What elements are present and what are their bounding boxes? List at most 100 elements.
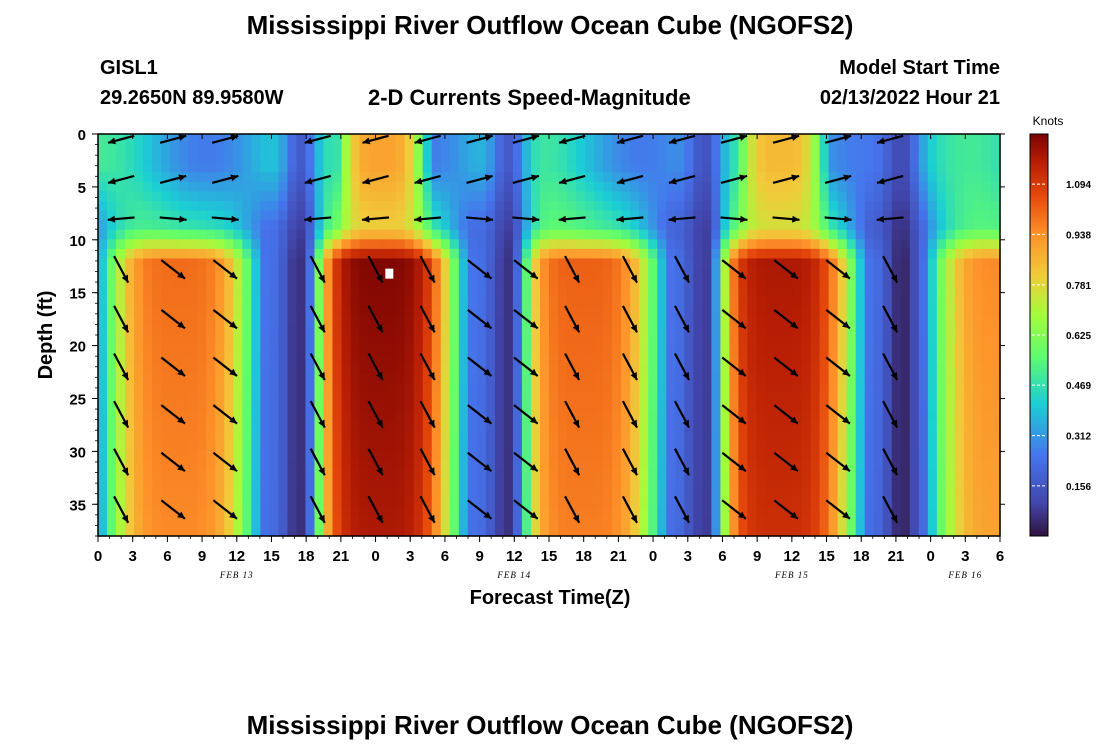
heatmap-cell	[413, 488, 424, 499]
heatmap-cell	[251, 201, 261, 212]
heatmap-cell	[675, 363, 685, 374]
heatmap-cell	[648, 354, 658, 365]
heatmap-cell	[161, 268, 171, 279]
heatmap-cell	[684, 430, 694, 441]
heatmap-cell	[558, 162, 568, 173]
heatmap-cell	[792, 239, 803, 250]
heatmap-cell	[179, 440, 189, 451]
heatmap-cell	[305, 363, 316, 374]
heatmap-cell	[567, 363, 577, 374]
heatmap-cell	[918, 268, 929, 279]
heatmap-cell	[413, 248, 424, 260]
heatmap-cell	[98, 277, 108, 288]
heatmap-cell	[864, 268, 875, 279]
heatmap-cell	[512, 287, 523, 298]
heatmap-cell	[819, 134, 830, 145]
heatmap-cell	[269, 201, 279, 212]
heatmap-cell	[395, 210, 406, 221]
current-vector	[160, 499, 186, 520]
heatmap-cell	[945, 373, 956, 384]
heatmap-cell	[936, 421, 947, 432]
heatmap-cell	[134, 402, 144, 413]
heatmap-cell	[224, 382, 234, 394]
heatmap-cell	[494, 162, 505, 173]
heatmap-cell	[612, 497, 622, 508]
heatmap-cell	[990, 325, 1001, 336]
current-vector	[107, 134, 135, 145]
heatmap-cell	[693, 392, 703, 403]
heatmap-cell	[810, 335, 821, 346]
heatmap-cell	[576, 210, 586, 221]
x-tick-label: 12	[784, 548, 801, 565]
heatmap-cell	[287, 440, 298, 451]
heatmap-cell	[98, 411, 108, 422]
heatmap-cell	[882, 411, 893, 422]
heatmap-cell	[846, 335, 857, 346]
heatmap-cell	[422, 507, 433, 518]
heatmap-cell	[936, 344, 947, 355]
heatmap-cell	[152, 392, 162, 403]
heatmap-cell	[269, 325, 279, 336]
heatmap-cell	[413, 516, 424, 528]
heatmap-cell	[819, 248, 830, 260]
heatmap-cell	[693, 469, 703, 480]
heatmap-cell	[909, 335, 920, 346]
heatmap-cell	[810, 201, 821, 212]
heatmap-cell	[855, 411, 866, 422]
heatmap-cell	[657, 411, 667, 422]
heatmap-cell	[801, 287, 812, 298]
heatmap-cell	[828, 421, 839, 432]
heatmap-cell	[503, 382, 514, 394]
heatmap-cell	[305, 220, 316, 231]
heatmap-cell	[512, 172, 523, 183]
heatmap-cell	[594, 181, 604, 193]
heatmap-cell	[125, 248, 135, 260]
heatmap-cell	[260, 469, 270, 480]
heatmap-cell	[702, 421, 712, 432]
heatmap-cell	[341, 449, 352, 461]
heatmap-cell	[449, 411, 460, 422]
heatmap-cell	[440, 229, 451, 240]
heatmap-cell	[143, 507, 153, 518]
heatmap-cell	[756, 315, 767, 327]
heatmap-cell	[810, 402, 821, 413]
heatmap-cell	[747, 258, 758, 269]
heatmap-cell	[332, 507, 343, 518]
heatmap-cell	[260, 181, 270, 193]
heatmap-cell	[377, 402, 388, 413]
heatmap-cell	[179, 469, 189, 480]
heatmap-cell	[413, 507, 424, 518]
heatmap-cell	[278, 516, 289, 528]
heatmap-cell	[882, 277, 893, 288]
heatmap-cell	[846, 421, 857, 432]
heatmap-cell	[197, 440, 207, 451]
heatmap-cell	[558, 354, 568, 365]
heatmap-cell	[972, 344, 983, 355]
x-tick-label: 0	[649, 548, 657, 565]
heatmap-cell	[260, 296, 270, 307]
heatmap-cell	[350, 229, 361, 240]
heatmap-cell	[738, 277, 749, 288]
heatmap-cell	[215, 201, 225, 212]
heatmap-cell	[458, 143, 469, 154]
heatmap-cell	[377, 430, 388, 441]
heatmap-cell	[134, 162, 144, 173]
heatmap-cell	[215, 363, 225, 374]
heatmap-cell	[143, 239, 153, 250]
heatmap-cell	[278, 392, 289, 403]
heatmap-cell	[152, 153, 162, 164]
heatmap-cell	[909, 497, 920, 508]
heatmap-cell	[846, 268, 857, 279]
heatmap-cell	[837, 440, 848, 451]
heatmap-cell	[368, 248, 379, 260]
heatmap-cell	[98, 315, 108, 327]
heatmap-cell	[801, 258, 812, 269]
heatmap-cell	[485, 162, 496, 173]
heatmap-cell	[341, 306, 352, 317]
heatmap-cell	[386, 478, 397, 489]
heatmap-cell	[260, 488, 270, 499]
heatmap-cell	[296, 201, 307, 212]
heatmap-cell	[521, 172, 532, 183]
heatmap-cell	[206, 258, 216, 269]
heatmap-cell	[98, 402, 108, 413]
